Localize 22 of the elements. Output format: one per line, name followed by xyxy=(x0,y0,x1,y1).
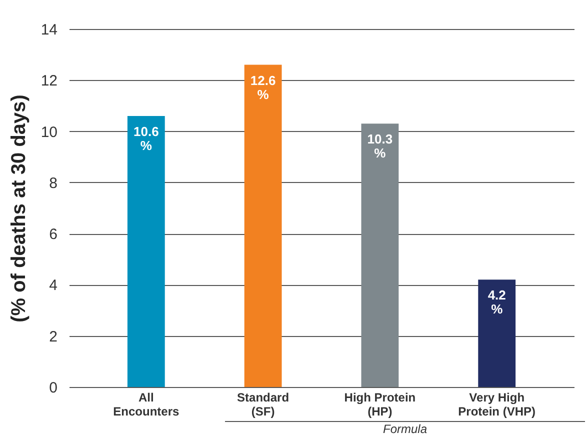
x-tick-label: Standard (SF) xyxy=(237,390,290,418)
bar xyxy=(127,116,165,387)
x-tick-label: Very High Protein (VHP) xyxy=(458,390,536,418)
bar xyxy=(244,64,282,387)
y-tick-label: 14 xyxy=(40,22,58,38)
bar xyxy=(361,124,399,387)
data-label: 10.3 % xyxy=(367,132,393,161)
data-label: 12.6 % xyxy=(250,72,276,102)
x-tick-label: All Encounters xyxy=(113,390,180,418)
y-tick-label: 2 xyxy=(49,328,58,346)
y-tick-label: 8 xyxy=(49,174,58,192)
y-tick-label: 0 xyxy=(49,380,58,396)
data-label: 10.6 % xyxy=(133,124,159,153)
x-tick-label: High Protein (HP) xyxy=(344,390,416,418)
bar xyxy=(478,280,516,387)
data-label: 4.2 % xyxy=(488,288,506,317)
y-tick-label: 12 xyxy=(40,72,58,90)
y-axis-title: (% of deaths at 30 days) xyxy=(8,94,30,322)
text: Formula xyxy=(382,422,428,436)
y-tick-label: 6 xyxy=(49,226,58,244)
y-tick-label: 10 xyxy=(40,124,58,141)
y-tick-label: 4 xyxy=(49,277,58,294)
